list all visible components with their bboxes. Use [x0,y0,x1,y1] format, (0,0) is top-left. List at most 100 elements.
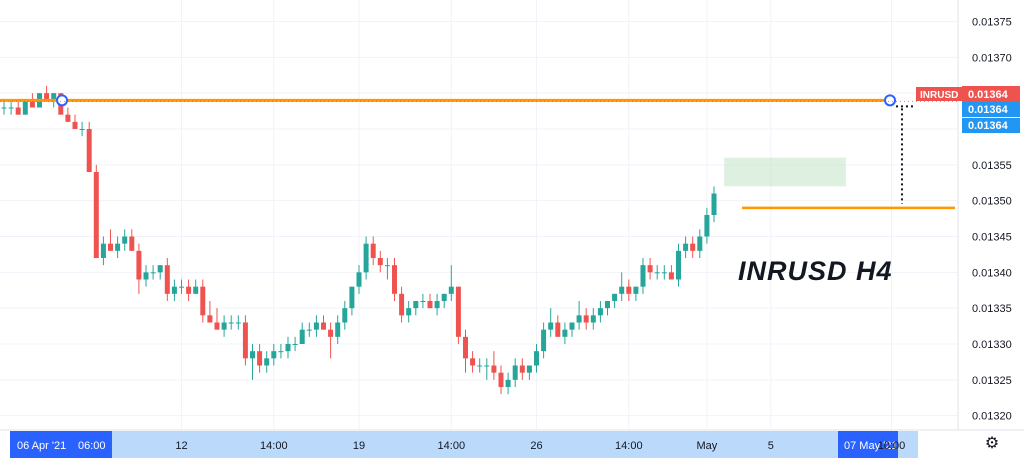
candle-up [349,286,355,309]
candle-up [250,351,255,359]
candle-up [342,308,348,323]
candle-down [72,121,78,129]
candle-up [292,344,298,345]
candle-up [448,286,454,294]
candle-down [108,243,113,251]
candle-up [306,329,312,331]
candle-up [683,243,689,251]
candle-down [321,322,326,330]
y-tick-label: 0.01340 [972,267,1012,279]
candle-down [647,265,653,273]
x-tick-label: 14:00 [260,440,288,452]
x-tick-label: 19 [353,440,365,452]
candle-up [278,351,284,353]
x-tick-label: 10:00 [878,440,906,452]
current-price-label: 0.01364 [968,89,1009,101]
candle-up [420,301,426,302]
symbol-label-box [916,87,962,101]
consolidation-box [724,157,846,187]
candle-down [555,322,561,337]
candle-up [299,329,305,344]
candle-up [363,243,369,273]
x-axis-start-time: 06:00 [78,440,106,452]
candle-down [29,100,35,108]
candle-up [676,250,681,280]
candle-down [242,322,248,359]
candle-up [413,301,419,309]
price-tag-2: 0.01364 [968,120,1009,132]
candle-up [597,308,603,316]
candle-up [441,293,447,301]
y-tick-label: 0.01330 [972,339,1012,351]
candle-down [214,322,220,330]
candle-up [477,365,483,367]
candle-down [207,315,213,323]
candle-up [640,265,646,287]
y-tick-label: 0.01320 [972,411,1012,423]
candle-up [654,272,660,274]
candle-up [157,265,163,273]
x-tick-label: 14:00 [615,440,643,452]
candle-down [186,286,192,294]
candle-up [633,286,639,294]
x-axis-selection [10,431,918,458]
chart-title: INRUSD H4 [738,256,893,286]
resistance-anchor-right [884,94,896,107]
candle-up [143,272,149,280]
candle-up [697,236,703,251]
candle-up [484,365,490,367]
candle-up [534,351,539,366]
y-tick-label: 0.01355 [972,160,1012,172]
candle-down [65,114,71,122]
candle-up [562,329,568,337]
candle-down [491,365,497,373]
candle-up [590,315,596,323]
x-axis-start-label: 06 Apr '21 [17,440,66,452]
gear-icon[interactable]: ⚙ [984,432,1000,452]
candle-down [377,258,383,266]
price-label-group: INRUSD 0.01364 0.01364 0.01364 [916,86,1020,133]
candle-down [370,243,376,258]
candle-up [356,272,362,287]
candle-up [193,286,199,294]
candle-down [626,286,632,294]
candle-up [1,107,7,109]
symbol-label: INRUSD [920,90,958,101]
x-tick-label: May [697,440,718,452]
candle-up [79,129,85,130]
resistance-anchor-left [56,94,68,107]
candle-up [406,308,412,316]
x-axis: 06 Apr '21 06:00 07 May '21 [10,431,918,458]
candle-down [15,107,21,115]
price-tag-box-2 [962,118,1020,133]
candle-up [264,358,270,366]
y-tick-label: 0.01375 [972,17,1012,29]
x-tick-label: 26 [530,440,542,452]
candle-down [129,236,135,251]
candle-down [164,265,170,294]
y-tick-label: 0.01335 [972,303,1012,315]
candle-down [93,172,99,258]
candle-up [384,265,390,267]
candle-up [115,243,121,251]
candle-down [427,301,433,309]
candle-up [569,322,575,330]
candle-down [470,358,476,366]
candle-up [171,286,177,294]
x-axis-end-label: 07 May '21 [844,440,897,452]
candle-up [179,286,184,288]
candle-down [86,129,92,172]
candle-up [335,322,341,337]
candle-up [512,365,518,380]
candle-up [612,293,618,301]
x-axis-end-box [838,431,898,458]
candle-up [271,351,277,359]
candle-up [661,272,667,274]
candle-up [22,100,28,115]
x-tick-label: 5 [768,440,774,452]
x-tick-label: 12 [175,440,187,452]
consolidation-layer [724,157,846,187]
candle-down [200,286,206,316]
candle-up [150,272,156,274]
